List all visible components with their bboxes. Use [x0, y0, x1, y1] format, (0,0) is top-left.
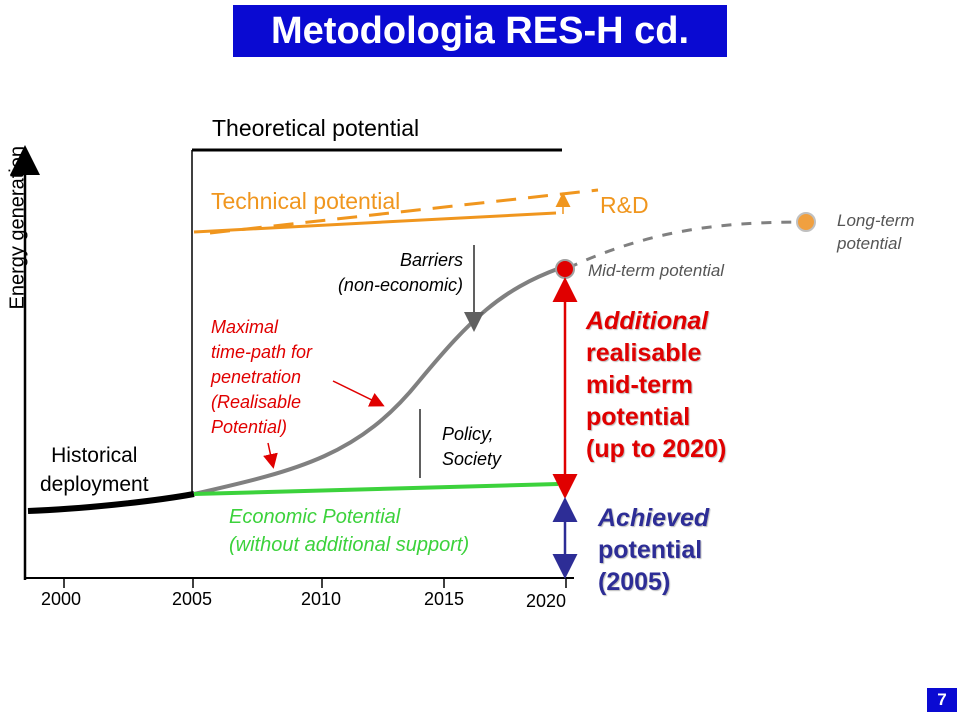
historical-curve — [27, 491, 195, 514]
title-banner: Metodologia RES-H cd. — [233, 5, 727, 57]
rd-label: R&D — [600, 192, 649, 218]
mid-term-label: Mid-term potential — [588, 261, 725, 280]
x-tick-2010: 2010 — [301, 589, 342, 609]
maximal-label: Maximal time-path for penetration (Reali… — [211, 317, 313, 437]
x-tick-2000: 2000 — [41, 589, 82, 609]
long-term-dot — [796, 212, 816, 232]
x-tick-2005: 2005 — [172, 589, 213, 609]
policy-label: Policy, Society — [442, 424, 502, 469]
technical-label: Technical potential — [211, 188, 401, 214]
achieved-label: Achieved potential (2005) — [598, 504, 710, 596]
economic-line — [193, 482, 559, 496]
x-tick-2015: 2015 — [424, 589, 465, 609]
maximal-arrow-1 — [332, 380, 385, 407]
long-term-path — [567, 220, 806, 270]
barriers-label: Barriers (non-economic) — [337, 250, 463, 295]
additional-label: Additional realisable mid-term potential… — [586, 307, 727, 463]
theoretical-label: Theoretical potential — [212, 115, 420, 141]
long-term-label: Long-term potential — [837, 211, 915, 253]
historical-label: Historical deployment — [40, 444, 149, 496]
economic-label: Economic Potential (without additional s… — [229, 506, 470, 556]
slide-title: Metodologia RES-H cd. — [271, 10, 689, 52]
realisable-curve — [193, 266, 561, 496]
x-tick-2020: 2020 — [526, 591, 567, 611]
y-axis-label: Energy generation — [6, 146, 29, 310]
page-number: 7 — [927, 688, 957, 712]
maximal-arrow-2 — [263, 442, 278, 469]
technical-rd-dashed — [209, 188, 599, 235]
mid-term-dot — [555, 259, 575, 279]
